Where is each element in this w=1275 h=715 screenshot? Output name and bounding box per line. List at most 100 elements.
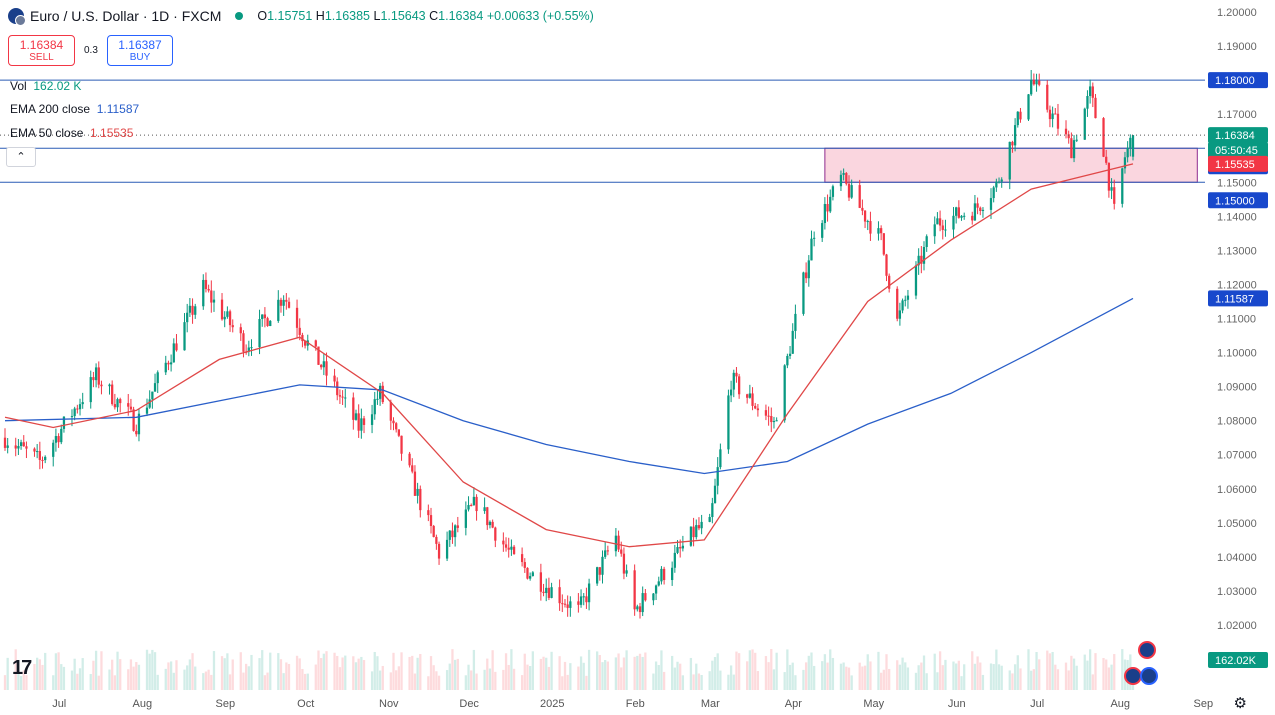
volume-bar [1110, 664, 1113, 690]
candle-body [119, 399, 122, 404]
candle-body [453, 525, 457, 538]
volume-bars [3, 648, 1135, 690]
candle [1102, 117, 1105, 158]
volume-bar [995, 649, 998, 690]
volume-bar [529, 666, 532, 690]
volume-bar [751, 649, 754, 690]
candle [896, 286, 899, 322]
candle [955, 206, 958, 224]
volume-bar [135, 662, 138, 690]
candle-body [408, 453, 411, 466]
volume-bar [788, 664, 792, 690]
volume-bar [657, 665, 660, 690]
candle [1011, 140, 1014, 153]
candle-body [767, 415, 770, 417]
candle [475, 494, 478, 521]
candle [322, 353, 325, 376]
volume-bar [295, 655, 299, 690]
tradingview-logo-icon[interactable]: 17 [12, 657, 32, 679]
candle-body [917, 255, 920, 266]
volume-bar [277, 653, 280, 690]
volume-bar [1091, 674, 1094, 690]
time-tick-label: Aug [132, 698, 152, 710]
candle-body [400, 435, 403, 454]
volume-bar [813, 665, 816, 690]
candle-body [925, 236, 928, 248]
candle [1013, 118, 1017, 152]
volume-bar [885, 654, 888, 690]
volume-bar [689, 657, 693, 690]
candle-body [1105, 156, 1108, 163]
volume-tag: 162.02K [1208, 652, 1268, 668]
volume-bar [298, 658, 301, 690]
candle [488, 520, 492, 529]
candle-body [392, 420, 395, 424]
collapse-legend-button[interactable]: ⌃ [6, 147, 36, 167]
volume-bar [226, 653, 229, 690]
candle-body [697, 525, 701, 529]
candle [775, 417, 778, 422]
candle [116, 397, 119, 412]
ema50-legend[interactable]: EMA 50 close 1.15535 [10, 126, 134, 140]
time-axis[interactable]: Jul Aug Sep Oct Nov Dec 2025 Feb Mar Apr May Jun Jul… [52, 698, 1213, 710]
candle [336, 377, 339, 401]
candle-body [295, 307, 299, 328]
candle-body [36, 451, 39, 453]
volume-bar [220, 656, 224, 690]
candle-body [625, 570, 628, 574]
candle [660, 566, 663, 585]
candle-body [226, 311, 229, 317]
candle-body [788, 353, 792, 356]
candle [1121, 167, 1124, 208]
candle [81, 392, 84, 409]
candle-body [191, 305, 194, 315]
candle-body [78, 404, 82, 410]
candle-body [671, 567, 674, 581]
candle [922, 241, 926, 271]
candle [191, 298, 194, 324]
candle-body [861, 207, 864, 211]
candle [169, 354, 173, 372]
gear-icon[interactable]: ⚙ [1233, 695, 1247, 712]
ema200-legend[interactable]: EMA 200 close 1.11587 [10, 102, 140, 116]
volume-legend[interactable]: Vol 162.02 K [10, 79, 82, 93]
candle-body [282, 299, 285, 306]
candle-body [242, 333, 245, 352]
candle [729, 380, 733, 403]
volume-bar [169, 661, 173, 690]
volume-bar [320, 658, 323, 690]
candle [904, 295, 907, 307]
candle [654, 584, 658, 601]
volume-bar [258, 658, 261, 690]
candle [92, 371, 95, 388]
volume-bar [971, 651, 974, 690]
currency-pair-icon [8, 8, 26, 26]
candle [901, 298, 904, 314]
symbol-title[interactable]: Euro / U.S. Dollar · 1D · FXCM [30, 8, 222, 24]
volume-bar [151, 649, 154, 690]
candle [247, 340, 250, 357]
price-tick-label: 1.11000 [1217, 314, 1256, 326]
volume-bar [306, 673, 309, 690]
candle-body [1083, 108, 1086, 140]
sell-button[interactable]: 1.16384 SELL [8, 35, 75, 66]
candle-body [944, 229, 947, 231]
ema50-tag: 1.15535 [1208, 155, 1268, 172]
volume-bar [373, 651, 376, 690]
price-axis[interactable]: 1.200001.190001.180001.170001.160001.150… [1217, 7, 1257, 632]
candle [802, 271, 805, 316]
candle [494, 526, 497, 548]
candle-body [445, 539, 449, 559]
candle [944, 219, 947, 237]
candle [995, 178, 998, 192]
currency-flag-icon[interactable] [1138, 641, 1156, 659]
volume-bar [748, 650, 751, 690]
candle-body [563, 603, 567, 605]
currency-flag-icon[interactable] [1140, 667, 1158, 685]
candle-body [470, 505, 473, 507]
volume-bar [475, 673, 478, 690]
buy-button[interactable]: 1.16387 BUY [107, 35, 173, 66]
volume-bar [614, 657, 618, 690]
candle [1107, 162, 1111, 198]
